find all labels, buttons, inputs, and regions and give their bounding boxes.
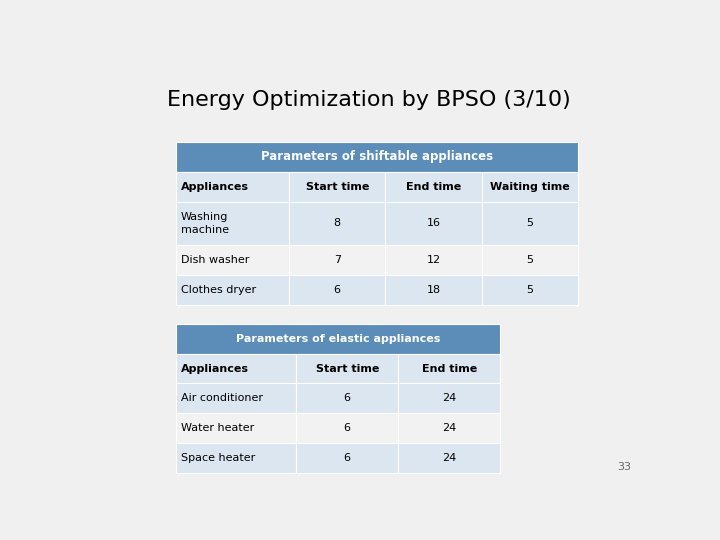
- FancyBboxPatch shape: [289, 275, 385, 305]
- FancyBboxPatch shape: [398, 414, 500, 443]
- Text: 24: 24: [442, 423, 456, 434]
- Text: Washing
machine: Washing machine: [181, 212, 229, 234]
- Text: Start time: Start time: [305, 181, 369, 192]
- FancyBboxPatch shape: [385, 245, 482, 275]
- FancyBboxPatch shape: [289, 201, 385, 245]
- FancyBboxPatch shape: [176, 141, 578, 172]
- Text: Appliances: Appliances: [181, 181, 249, 192]
- Text: Dish washer: Dish washer: [181, 255, 249, 265]
- Text: End time: End time: [406, 181, 462, 192]
- Text: 6: 6: [333, 285, 341, 295]
- FancyBboxPatch shape: [176, 354, 296, 383]
- Text: 5: 5: [526, 285, 534, 295]
- Text: 6: 6: [343, 394, 351, 403]
- FancyBboxPatch shape: [482, 172, 578, 201]
- FancyBboxPatch shape: [385, 275, 482, 305]
- Text: 6: 6: [343, 453, 351, 463]
- Text: Clothes dryer: Clothes dryer: [181, 285, 256, 295]
- FancyBboxPatch shape: [482, 275, 578, 305]
- Text: 24: 24: [442, 394, 456, 403]
- Text: Parameters of shiftable appliances: Parameters of shiftable appliances: [261, 150, 493, 163]
- Text: 24: 24: [442, 453, 456, 463]
- Text: Air conditioner: Air conditioner: [181, 394, 263, 403]
- FancyBboxPatch shape: [296, 443, 398, 473]
- Text: 5: 5: [526, 218, 534, 228]
- Text: 33: 33: [617, 462, 631, 472]
- FancyBboxPatch shape: [176, 245, 289, 275]
- Text: Water heater: Water heater: [181, 423, 254, 434]
- FancyBboxPatch shape: [296, 383, 398, 414]
- Text: Waiting time: Waiting time: [490, 181, 570, 192]
- Text: 7: 7: [333, 255, 341, 265]
- FancyBboxPatch shape: [176, 201, 289, 245]
- Text: 8: 8: [333, 218, 341, 228]
- FancyBboxPatch shape: [176, 414, 296, 443]
- FancyBboxPatch shape: [176, 443, 296, 473]
- FancyBboxPatch shape: [176, 383, 296, 414]
- FancyBboxPatch shape: [296, 414, 398, 443]
- Text: Parameters of elastic appliances: Parameters of elastic appliances: [236, 334, 441, 343]
- Text: 6: 6: [343, 423, 351, 434]
- FancyBboxPatch shape: [176, 172, 289, 201]
- FancyBboxPatch shape: [296, 354, 398, 383]
- FancyBboxPatch shape: [398, 443, 500, 473]
- FancyBboxPatch shape: [176, 275, 289, 305]
- FancyBboxPatch shape: [482, 245, 578, 275]
- Text: 18: 18: [426, 285, 441, 295]
- Text: Start time: Start time: [315, 363, 379, 374]
- FancyBboxPatch shape: [398, 354, 500, 383]
- FancyBboxPatch shape: [176, 323, 500, 354]
- Text: 5: 5: [526, 255, 534, 265]
- FancyBboxPatch shape: [385, 172, 482, 201]
- FancyBboxPatch shape: [398, 383, 500, 414]
- Text: End time: End time: [421, 363, 477, 374]
- FancyBboxPatch shape: [289, 245, 385, 275]
- FancyBboxPatch shape: [482, 201, 578, 245]
- Text: Space heater: Space heater: [181, 453, 255, 463]
- Text: 12: 12: [426, 255, 441, 265]
- FancyBboxPatch shape: [289, 172, 385, 201]
- Text: Energy Optimization by BPSO (3/10): Energy Optimization by BPSO (3/10): [167, 90, 571, 110]
- FancyBboxPatch shape: [385, 201, 482, 245]
- Text: Appliances: Appliances: [181, 363, 249, 374]
- Text: 16: 16: [427, 218, 441, 228]
